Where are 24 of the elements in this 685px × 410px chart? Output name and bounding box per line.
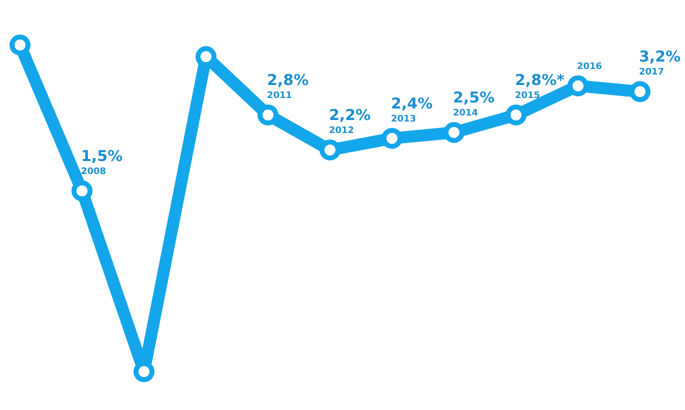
x-tick-label: 2015 (515, 91, 540, 101)
data-label: 2,8%* (515, 71, 565, 89)
point (568, 75, 588, 96)
x-tick-label: 2011 (267, 91, 292, 101)
data-label: 2,8% (267, 71, 309, 89)
point (444, 122, 464, 143)
point (630, 81, 650, 102)
data-label: 2,2% (329, 106, 371, 124)
point (10, 34, 30, 56)
point (72, 180, 92, 202)
point (258, 104, 278, 126)
x-tick-label: 2013 (391, 114, 416, 124)
x-tick-label: 2017 (639, 68, 664, 78)
data-label: 3,2% (639, 48, 681, 66)
x-tick-label: 2016 (577, 62, 602, 72)
data-label: 2,5% (453, 88, 495, 106)
x-tick-label: 2014 (453, 108, 478, 118)
data-label: 2,4% (391, 94, 433, 112)
point (320, 140, 340, 160)
x-tick-label: 2012 (329, 126, 354, 136)
point (382, 128, 402, 149)
x-tick-label: 2008 (81, 166, 106, 177)
data-label: 1,5% (81, 146, 123, 165)
point (506, 104, 526, 126)
